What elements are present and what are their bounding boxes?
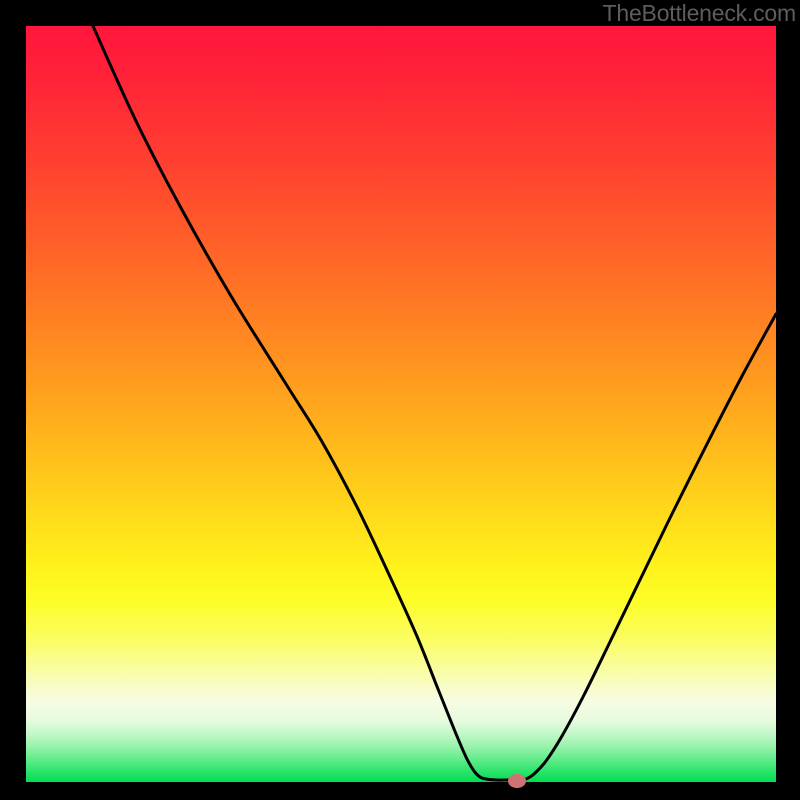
watermark-label: TheBottleneck.com	[603, 0, 796, 27]
gradient-background	[26, 26, 776, 782]
chart-frame: TheBottleneck.com	[0, 0, 800, 800]
chart-svg	[26, 26, 776, 782]
valley-marker	[508, 774, 526, 788]
plot-area	[26, 26, 776, 782]
